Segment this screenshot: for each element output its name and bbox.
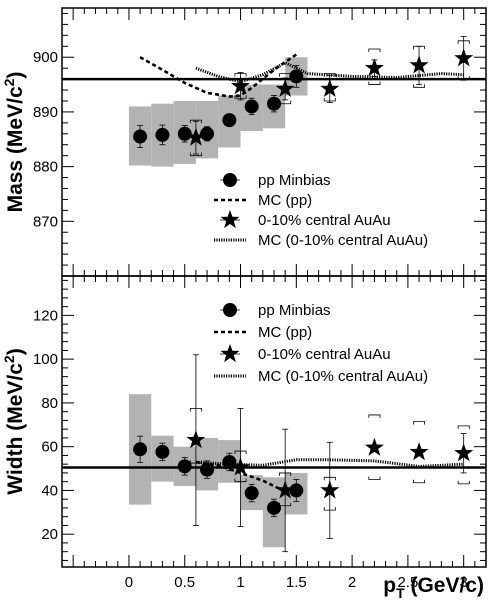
auau-data-point [275,480,295,499]
auau-systematic-bracket [368,414,381,480]
x-axis-title-sub: T [396,585,405,600]
pp-data-point [177,126,192,141]
auau-data-point [454,48,474,67]
auau-systematic-bracket [368,48,381,85]
legend-label: MC (pp) [258,192,312,209]
legend-label: pp Minbias [258,172,331,189]
y-axis-title: Width (MeV/c2) [1,348,27,494]
legend: pp Minbias MC (pp) 0-10% central AuAu MC (0… [214,172,428,249]
legend-star-marker [220,344,240,363]
pp-data-point [267,500,281,515]
x-tick-label: 2.5 [397,574,418,591]
legend-label: 0-10% central AuAu [258,346,391,363]
auau-systematic-bracket [413,421,426,484]
mass-panel: 870 880 890 900 Mass (MeV/c2) pp Minbias MC (p… [1,7,487,277]
y-axis-title-close: ) [4,348,27,355]
y-axis-title-sup: 2 [1,355,17,363]
y-tick-label: 80 [41,395,58,412]
y-axis-title-main: Mass (MeV/c [4,86,27,212]
auau-data-point [409,55,429,74]
pp-data-point [155,444,170,459]
pp-data-point [222,113,237,128]
x-tick-label: 3 [460,574,468,591]
x-tick-label: 1 [236,574,244,591]
auau-data-point [186,430,206,449]
legend-label: MC (pp) [258,324,312,341]
x-tick-label: 0 [125,574,133,591]
auau-data-point [231,76,250,95]
legend-label: pp Minbias [258,302,331,319]
pp-data-point [200,126,215,141]
y-axis-title-sup: 2 [1,78,17,86]
pp-data-point [289,69,304,84]
legend: pp Minbias MC (pp) 0-10% central AuAu MC (0… [214,302,428,385]
auau-systematic-bracket [189,119,202,157]
y-tick-label: 870 [33,213,58,230]
y-tick-label: 100 [33,351,58,368]
y-tick-label: 60 [41,439,58,456]
x-axis-title-main: p [383,574,396,597]
y-tick-label: 900 [33,49,58,66]
pp-data-point [155,127,170,142]
x-axis-title-rest: (GeV/c) [405,574,484,597]
y-tick-label: 880 [33,159,58,176]
legend-star-marker [220,210,240,229]
y-axis-title-main: Width (MeV/c [4,363,27,495]
pp-data-point [244,486,259,501]
pp-data-point [289,483,304,498]
legend-label: MC (0-10% central AuAu) [258,232,428,249]
auau-data-point [364,58,384,77]
y-tick-label: 120 [33,307,58,324]
y-tick-label: 40 [41,482,58,499]
y-axis-title: Mass (MeV/c2) [1,72,27,213]
y-axis-title-close: ) [4,72,27,79]
pp-data-point [267,96,281,111]
auau-systematic-bracket [457,425,470,485]
pp-data-point [244,99,259,114]
pp-data-point [222,454,237,469]
pp-data-point [200,462,215,477]
auau-data-point [231,457,250,476]
x-axis-title: pT (GeV/c) [383,574,484,600]
pp-data-point [133,442,148,457]
pp-data-point [133,129,148,144]
y-tick-label: 890 [33,104,58,121]
auau-data-point [409,442,429,461]
auau-data-point [186,127,206,146]
x-tick-label: 0.5 [174,574,195,591]
auau-data-point [275,78,295,97]
x-tick-label: 2 [348,574,356,591]
auau-data-point [320,480,340,499]
auau-data-point [320,78,340,97]
x-tick-label: 1.5 [286,574,307,591]
y-tick-label: 20 [41,526,58,543]
mc-pp-curve [139,53,298,98]
auau-data-point [364,437,384,456]
legend-label: MC (0-10% central AuAu) [258,368,428,385]
auau-data-point [454,443,474,462]
pp-data-point [177,459,192,474]
legend-label: 0-10% central AuAu [258,212,391,229]
